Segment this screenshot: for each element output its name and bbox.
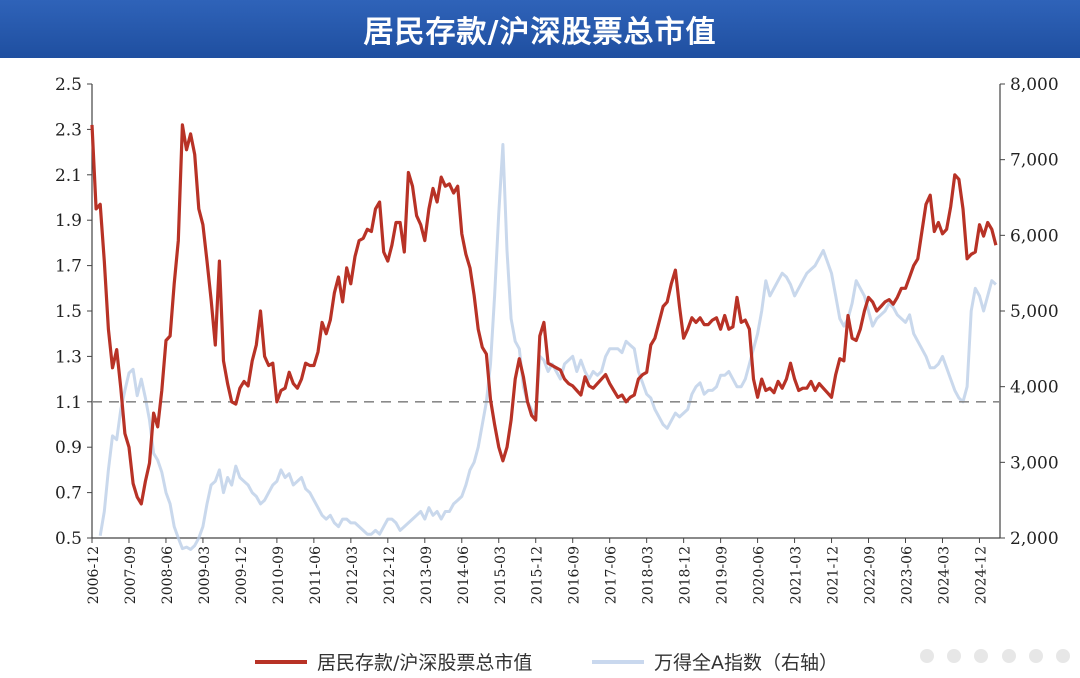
x-tick-label: 2020-06 bbox=[752, 546, 768, 604]
right-tick-label: 6,000 bbox=[1010, 226, 1059, 246]
title-bar: 居民存款/沪深股票总市值 bbox=[0, 0, 1080, 58]
watermark-dot bbox=[974, 649, 989, 663]
right-tick-label: 7,000 bbox=[1010, 151, 1059, 171]
watermark-dot bbox=[1028, 649, 1043, 663]
x-tick-label: 2016-09 bbox=[567, 546, 583, 604]
legend-swatch-index bbox=[592, 659, 644, 664]
watermark-dot bbox=[947, 649, 962, 663]
watermark-dots bbox=[920, 641, 1070, 671]
left-tick-label: 1.5 bbox=[55, 302, 82, 322]
x-tick-label: 2013-09 bbox=[419, 546, 435, 604]
right-tick-label: 4,000 bbox=[1010, 378, 1059, 398]
right-tick-label: 5,000 bbox=[1010, 302, 1059, 322]
legend-label-ratio: 居民存款/沪深股票总市值 bbox=[317, 652, 533, 674]
legend: 居民存款/沪深股票总市值 万得全A指数（右轴） bbox=[0, 640, 1080, 678]
left-tick-label: 2.5 bbox=[55, 75, 82, 95]
legend-item-ratio: 居民存款/沪深股票总市值 bbox=[255, 648, 532, 675]
legend-swatch-ratio bbox=[255, 659, 307, 664]
left-tick-label: 1.9 bbox=[55, 211, 82, 231]
left-tick-label: 1.1 bbox=[55, 393, 82, 413]
right-tick-label: 2,000 bbox=[1010, 529, 1059, 549]
x-tick-label: 2021-03 bbox=[789, 546, 805, 604]
left-tick-label: 2.1 bbox=[55, 166, 82, 186]
x-tick-label: 2015-03 bbox=[493, 546, 509, 604]
left-tick-label: 0.5 bbox=[55, 529, 82, 549]
watermark-dot bbox=[1055, 649, 1070, 663]
right-tick-label: 8,000 bbox=[1010, 75, 1059, 95]
x-tick-label: 2021-12 bbox=[826, 546, 842, 604]
series-line-deposit-ratio bbox=[90, 123, 998, 506]
x-tick-label: 2012-12 bbox=[382, 546, 398, 604]
x-tick-label: 2018-12 bbox=[678, 546, 694, 604]
chart-title: 居民存款/沪深股票总市值 bbox=[363, 15, 717, 50]
legend-label-index: 万得全A指数（右轴） bbox=[654, 652, 838, 674]
legend-item-index: 万得全A指数（右轴） bbox=[592, 648, 838, 675]
x-tick-label: 2010-09 bbox=[271, 546, 287, 604]
series-line-wind-a-index bbox=[98, 143, 997, 551]
x-tick-label: 2009-03 bbox=[197, 546, 213, 604]
left-tick-label: 1.3 bbox=[55, 347, 82, 367]
left-tick-label: 1.7 bbox=[55, 257, 82, 277]
x-tick-label: 2006-12 bbox=[86, 546, 102, 604]
left-tick-label: 0.7 bbox=[55, 484, 82, 504]
chart-area: 0.5 0.7 0.9 1.1 1.3 1.5 1.7 1.9 2.1 2.3 2.5 2,000 3,… bbox=[55, 75, 1059, 604]
x-tick-label: 2009-12 bbox=[234, 546, 250, 604]
x-tick-label: 2011-06 bbox=[308, 546, 324, 604]
x-tick-label: 2018-03 bbox=[641, 546, 657, 604]
x-tick-label: 2008-06 bbox=[160, 546, 176, 604]
x-tick-label: 2017-06 bbox=[604, 546, 620, 604]
x-tick-label: 2014-06 bbox=[456, 546, 472, 604]
left-tick-label: 0.9 bbox=[55, 438, 82, 458]
x-tick-label: 2019-09 bbox=[715, 546, 731, 604]
x-tick-label: 2007-09 bbox=[123, 546, 139, 604]
x-tick-label: 2015-12 bbox=[530, 546, 546, 604]
x-tick-label: 2022-09 bbox=[863, 546, 879, 604]
watermark-dot bbox=[920, 649, 934, 663]
x-tick-label: 2023-06 bbox=[900, 546, 916, 604]
left-tick-label: 2.3 bbox=[55, 120, 82, 140]
x-tick-label: 2024-03 bbox=[936, 546, 952, 604]
watermark-dot bbox=[1001, 649, 1016, 663]
x-tick-label: 2012-03 bbox=[345, 546, 361, 604]
right-tick-label: 3,000 bbox=[1010, 453, 1059, 473]
x-tick-label: 2024-12 bbox=[973, 546, 989, 604]
